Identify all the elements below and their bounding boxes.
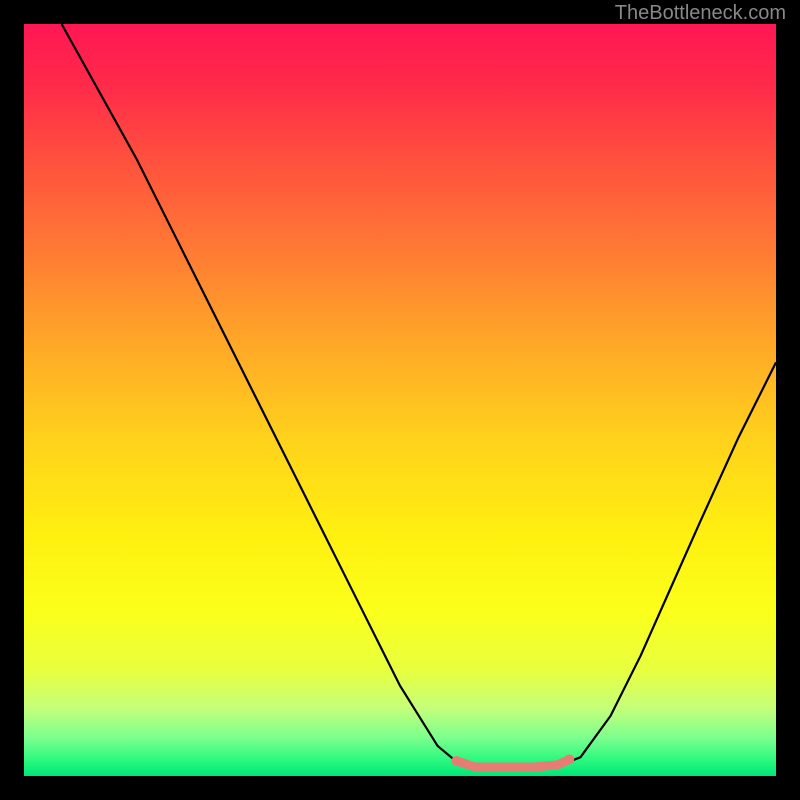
watermark-text: TheBottleneck.com — [615, 2, 786, 25]
highlight-end-dot — [564, 754, 574, 764]
chart-svg — [24, 24, 776, 776]
bottleneck-chart — [24, 24, 776, 776]
gradient-background — [24, 24, 776, 776]
highlight-start-dot — [451, 756, 461, 766]
